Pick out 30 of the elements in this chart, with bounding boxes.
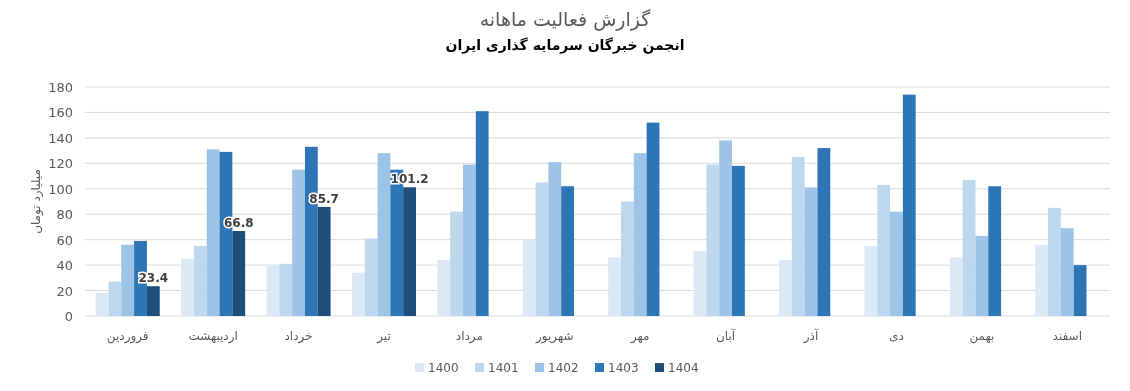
legend-label: 1402: [548, 361, 579, 375]
subtitle: انجمن خبرگان سرمایه گذاری ایران: [445, 37, 685, 53]
legend-label: 1401: [488, 361, 519, 375]
ylabel: میلیارد تومان: [29, 169, 43, 234]
y-tick-label: 80: [56, 207, 73, 223]
legend-label: 1404: [668, 361, 699, 375]
y-tick-label: 20: [56, 283, 73, 299]
x-tick-label: اسفند: [1052, 329, 1082, 343]
y-tick-label: 180: [48, 80, 73, 95]
y-tick-label: 160: [48, 105, 73, 121]
x-tick-label: فروردین: [106, 329, 149, 344]
y-tick-label: 100: [48, 181, 73, 197]
y-tick-label: 140: [48, 130, 73, 146]
y-tick-label: 60: [56, 232, 73, 248]
x-tick-label: بهمن: [969, 329, 995, 344]
x-tick-label: مهر: [629, 329, 650, 344]
x-tick-label: مرداد: [455, 329, 483, 344]
title: گزارش فعالیت ماهانه: [479, 8, 651, 30]
x-tick-label: آبان: [716, 328, 736, 343]
legend-label: 1400: [428, 361, 459, 375]
x-tick-label: آذر: [802, 328, 819, 344]
y-tick-label: 40: [56, 258, 73, 274]
legend-label: 1403: [608, 361, 639, 375]
y-tick-label: 0: [64, 309, 73, 324]
y-tick-label: 120: [48, 156, 73, 172]
x-tick-label: دی: [889, 329, 904, 343]
x-tick-label: تیر: [376, 329, 391, 344]
x-tick-label: خرداد: [284, 329, 313, 344]
x-tick-label: شهریور: [535, 329, 574, 344]
x-tick-label: اردیبهشت: [188, 329, 238, 344]
